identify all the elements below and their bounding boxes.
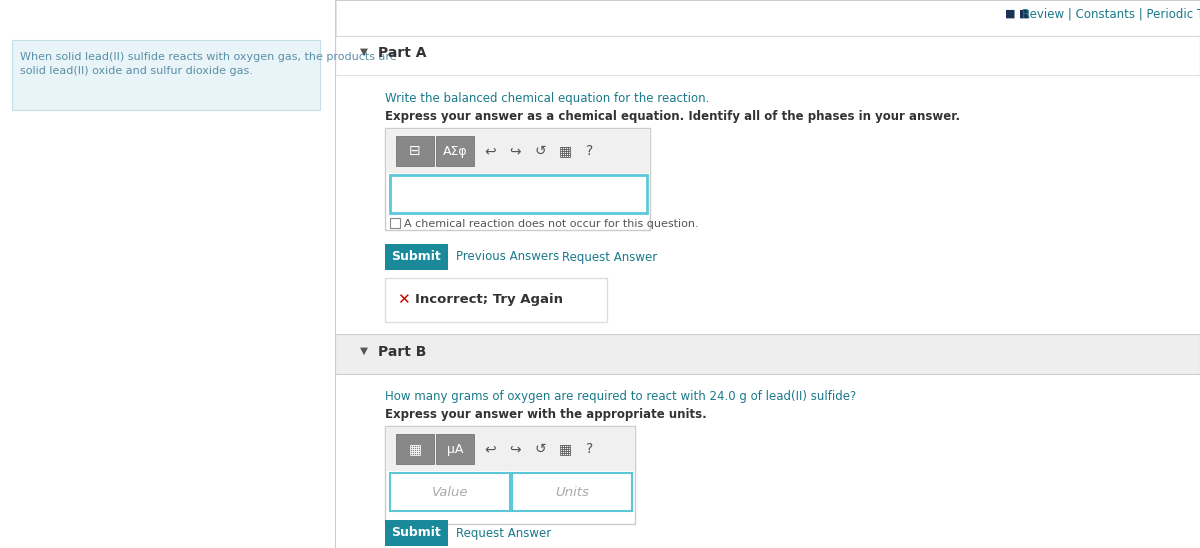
Bar bbox=[385, 244, 448, 270]
Bar bbox=[512, 473, 632, 511]
Text: ↺: ↺ bbox=[534, 144, 546, 158]
Bar bbox=[336, 374, 1200, 375]
Text: ▼: ▼ bbox=[360, 346, 368, 356]
Bar bbox=[385, 278, 607, 322]
Bar bbox=[390, 473, 510, 511]
Bar bbox=[336, 375, 1200, 548]
Text: ?: ? bbox=[587, 442, 594, 456]
Text: ↺: ↺ bbox=[534, 442, 546, 456]
Bar bbox=[390, 175, 647, 213]
Text: How many grams of oxygen are required to react with 24.0 g of lead(II) sulfide?: How many grams of oxygen are required to… bbox=[385, 390, 857, 403]
Bar bbox=[336, 36, 1200, 37]
Bar bbox=[396, 136, 434, 166]
Bar bbox=[336, 335, 1200, 375]
Text: Part B: Part B bbox=[378, 345, 426, 359]
Text: ▦: ▦ bbox=[558, 144, 571, 158]
Bar bbox=[336, 334, 1200, 335]
Bar bbox=[336, 0, 1200, 548]
Text: μA: μA bbox=[446, 442, 463, 455]
Bar bbox=[336, 76, 1200, 366]
Bar bbox=[385, 426, 635, 524]
Text: Review | Constants | Periodic Table: Review | Constants | Periodic Table bbox=[1022, 8, 1200, 20]
Bar bbox=[386, 129, 649, 173]
Text: ▦: ▦ bbox=[408, 442, 421, 456]
Text: ↪: ↪ bbox=[509, 144, 521, 158]
Text: ▦: ▦ bbox=[558, 442, 571, 456]
Text: Part A: Part A bbox=[378, 46, 426, 60]
Text: ✕: ✕ bbox=[397, 293, 409, 307]
Text: A chemical reaction does not occur for this question.: A chemical reaction does not occur for t… bbox=[404, 219, 698, 229]
Text: Units: Units bbox=[556, 486, 589, 499]
Bar bbox=[336, 0, 1200, 1]
Text: When solid lead(II) sulfide reacts with oxygen gas, the products are: When solid lead(II) sulfide reacts with … bbox=[20, 52, 397, 62]
Bar bbox=[385, 520, 448, 546]
Text: ■ ■: ■ ■ bbox=[1006, 9, 1030, 19]
Text: Value: Value bbox=[432, 486, 468, 499]
Text: Express your answer as a chemical equation. Identify all of the phases in your a: Express your answer as a chemical equati… bbox=[385, 110, 960, 123]
Bar bbox=[386, 427, 634, 471]
Bar bbox=[390, 218, 400, 228]
Text: ↩: ↩ bbox=[484, 144, 496, 158]
Text: Write the balanced chemical equation for the reaction.: Write the balanced chemical equation for… bbox=[385, 92, 709, 105]
Bar bbox=[385, 128, 650, 230]
Bar bbox=[0, 0, 1200, 1]
Text: Request Answer: Request Answer bbox=[456, 527, 551, 539]
Text: ?: ? bbox=[587, 144, 594, 158]
Text: Request Answer: Request Answer bbox=[562, 250, 658, 264]
Bar bbox=[12, 40, 320, 110]
Text: ⊟: ⊟ bbox=[409, 144, 421, 158]
Text: Incorrect; Try Again: Incorrect; Try Again bbox=[415, 294, 563, 306]
Text: Submit: Submit bbox=[391, 527, 440, 539]
Bar bbox=[436, 136, 474, 166]
Text: ΑΣφ: ΑΣφ bbox=[443, 145, 467, 157]
Text: Previous Answers: Previous Answers bbox=[456, 250, 559, 264]
Text: solid lead(II) oxide and sulfur dioxide gas.: solid lead(II) oxide and sulfur dioxide … bbox=[20, 66, 253, 76]
Bar bbox=[0, 0, 335, 548]
Bar bbox=[336, 36, 1200, 76]
Text: ↪: ↪ bbox=[509, 442, 521, 456]
Text: Submit: Submit bbox=[391, 250, 440, 264]
Text: ↩: ↩ bbox=[484, 442, 496, 456]
Bar bbox=[336, 75, 1200, 76]
Bar bbox=[336, 0, 1200, 36]
Bar bbox=[436, 434, 474, 464]
Text: ▼: ▼ bbox=[360, 47, 368, 57]
Text: Express your answer with the appropriate units.: Express your answer with the appropriate… bbox=[385, 408, 707, 421]
Bar bbox=[396, 434, 434, 464]
